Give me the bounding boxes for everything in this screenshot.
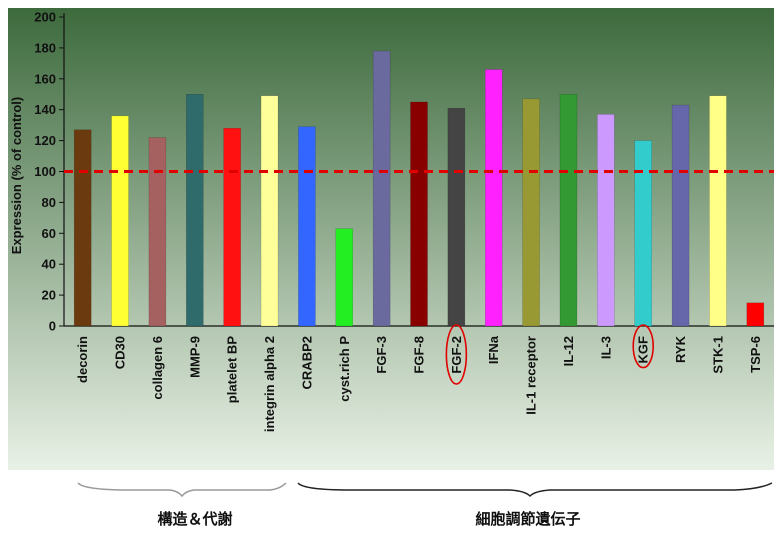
x-tick-label: collagen 6 (150, 336, 165, 400)
bar-fgf-8 (410, 101, 428, 327)
highlight-ellipse-fgf-2 (445, 324, 468, 385)
bar-cd30 (111, 115, 129, 327)
y-tick-label: 0 (49, 319, 56, 334)
bar-mmp-9 (186, 94, 204, 327)
bar-stk-1 (709, 95, 727, 327)
x-tick-label: STK-1 (710, 336, 725, 374)
x-tick-label: FGF-2 (449, 336, 464, 374)
x-tick-label: MMP-9 (187, 336, 202, 378)
bar-tsp-6 (746, 302, 765, 327)
x-tick-label: decorin (75, 336, 90, 383)
x-tick-label: RYK (673, 335, 688, 363)
bar-cyst-rich-p (335, 228, 354, 327)
bar-ifna (484, 69, 503, 327)
bar-il-3 (597, 114, 615, 327)
bar-kgf (634, 140, 652, 327)
x-tick-label: IL-12 (561, 336, 576, 366)
y-tick-label: 100 (34, 164, 56, 179)
bar-decorin (73, 129, 92, 327)
y-axis-title: Expression (% of control) (9, 97, 24, 254)
x-tick-label: cyst.rich P (337, 336, 352, 402)
bar-platelet-bp (223, 127, 241, 327)
group-label-structure-metabolism: 構造＆代謝 (157, 510, 233, 528)
y-tick-label: 80 (42, 195, 56, 210)
group-label-cell-regulation-genes: 細胞調節遺伝子 (475, 510, 581, 528)
y-tick-label: 120 (34, 133, 56, 148)
bar-crabp2 (298, 126, 316, 327)
y-tick-label: 140 (34, 102, 56, 117)
x-tick-label: IFNa (486, 335, 501, 364)
x-tick-label: integrin alpha 2 (262, 336, 277, 432)
x-tick-label: IL-1 receptor (524, 336, 539, 415)
highlight-ellipse-kgf (632, 324, 655, 369)
y-tick-label: 160 (34, 71, 56, 86)
bracket-cell-regulation-genes (297, 482, 773, 498)
bar-il-12 (559, 94, 578, 327)
y-tick-label: 60 (42, 226, 56, 241)
bar-integrin-alpha-2 (260, 95, 279, 327)
x-tick-label: TSP-6 (748, 336, 763, 373)
x-tick-label: IL-3 (598, 336, 613, 359)
y-tick-label: 200 (34, 10, 56, 25)
x-tick-label: FGF-8 (412, 336, 427, 374)
bar-fgf-3 (372, 50, 391, 327)
x-tick-label: KGF (636, 336, 651, 364)
y-tick-label: 20 (42, 288, 56, 303)
x-tick-label: FGF-3 (374, 336, 389, 374)
bar-fgf-2 (447, 107, 466, 327)
x-tick-label: CD30 (113, 336, 128, 369)
bar-il-1-receptor (522, 98, 540, 327)
bar-ryk (671, 104, 690, 327)
bracket-structure-metabolism (77, 482, 287, 498)
x-tick-label: platelet BP (225, 336, 240, 404)
group-brackets (77, 482, 773, 498)
y-tick-label: 180 (34, 40, 56, 55)
x-tick-label: CRABP2 (299, 336, 314, 389)
bar-collagen-6 (148, 137, 167, 327)
y-tick-label: 40 (42, 257, 56, 272)
